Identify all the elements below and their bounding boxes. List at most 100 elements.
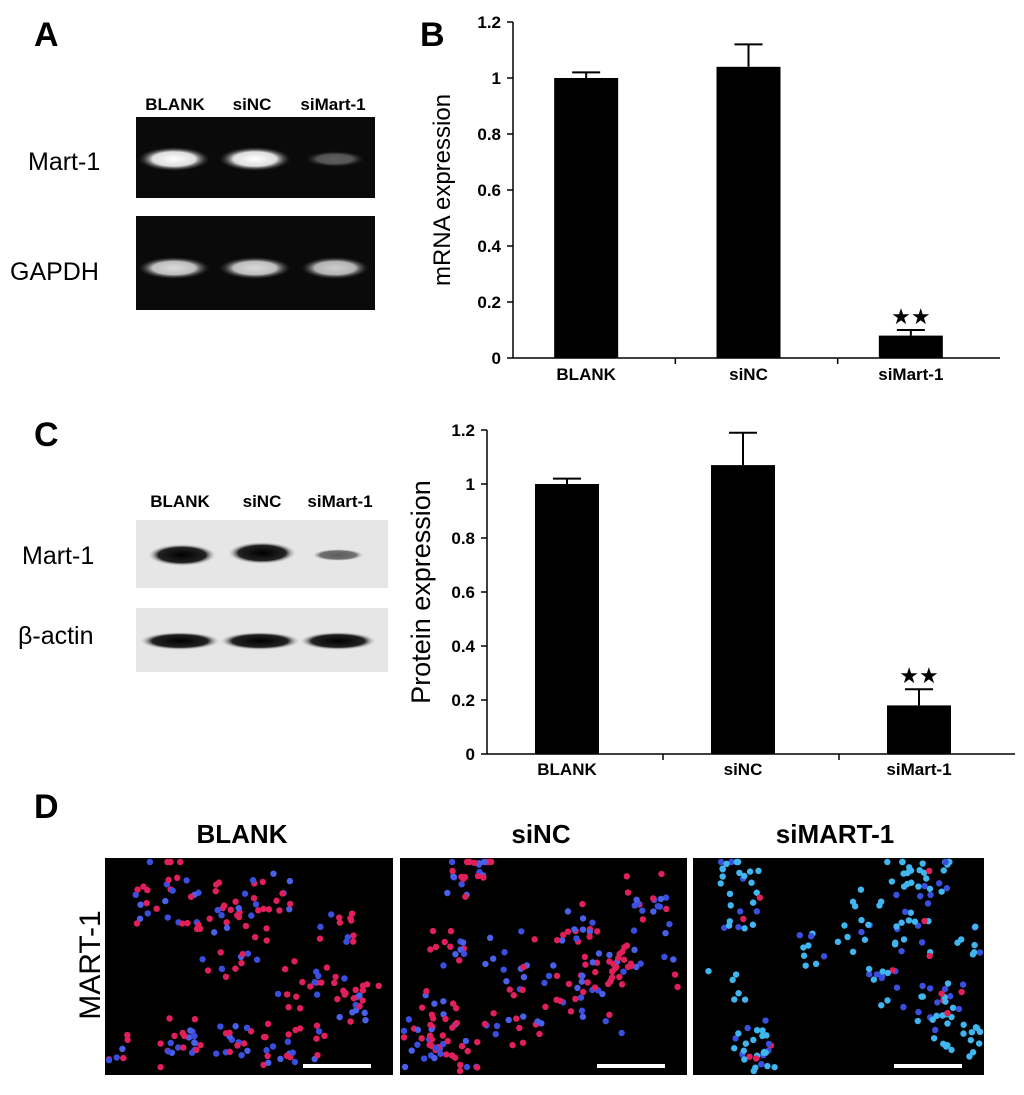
cell — [741, 872, 748, 880]
cell — [447, 943, 454, 950]
cell — [315, 1028, 323, 1035]
cell — [264, 1020, 272, 1028]
cell — [905, 917, 913, 924]
cell — [741, 1056, 748, 1063]
cell — [252, 901, 260, 908]
y-tick-label: 0.6 — [477, 181, 501, 200]
cell — [534, 1018, 541, 1025]
cell — [758, 1060, 765, 1068]
cell — [719, 866, 726, 873]
cell — [276, 907, 283, 914]
cell — [285, 1003, 292, 1011]
cell — [586, 933, 593, 940]
cell — [574, 984, 581, 992]
cell — [879, 968, 886, 975]
y-tick-label: 1 — [466, 475, 475, 494]
cell — [448, 858, 456, 866]
cell — [431, 1000, 438, 1007]
y-tick-label: 0.8 — [451, 529, 475, 548]
cell — [263, 925, 270, 932]
cell — [812, 960, 820, 968]
cell — [656, 903, 664, 910]
y-tick-label: 1.2 — [477, 13, 501, 32]
cell — [571, 926, 578, 933]
cell — [199, 956, 206, 963]
cell — [705, 967, 712, 975]
cell — [162, 897, 169, 905]
cell — [939, 1012, 946, 1019]
cell — [762, 1049, 769, 1056]
bar — [711, 465, 775, 754]
cell — [284, 1038, 292, 1045]
cell — [567, 1008, 575, 1015]
cell — [287, 900, 294, 908]
cell — [593, 928, 601, 935]
cell — [565, 980, 573, 988]
cell — [624, 963, 632, 971]
cell — [350, 932, 357, 939]
cell — [153, 905, 160, 912]
cell — [456, 957, 463, 964]
cell — [291, 958, 298, 965]
cell — [144, 910, 151, 917]
cell — [749, 921, 757, 928]
cell — [662, 894, 670, 901]
cell — [453, 1019, 461, 1027]
cell — [914, 1017, 921, 1025]
lane-label: BLANK — [150, 492, 210, 511]
cell — [922, 875, 930, 882]
cell — [359, 987, 367, 994]
cell — [807, 933, 815, 940]
cell — [418, 1004, 426, 1011]
cell — [750, 1067, 757, 1075]
cell — [482, 960, 489, 968]
cell — [137, 901, 144, 908]
cell — [317, 923, 324, 931]
cell — [606, 958, 613, 965]
cell — [356, 992, 363, 999]
cell — [726, 890, 734, 898]
cell — [414, 1041, 421, 1048]
cell — [942, 858, 949, 866]
cell — [893, 891, 900, 899]
x-tick-label: siNC — [724, 760, 763, 779]
bar — [878, 335, 943, 358]
cell — [343, 938, 350, 945]
cell — [746, 1053, 753, 1060]
cell — [181, 1032, 188, 1040]
cell — [509, 1041, 516, 1049]
cell — [187, 1027, 194, 1034]
y-tick-label: 1.2 — [451, 421, 475, 440]
cell — [935, 880, 943, 887]
cell — [451, 1054, 459, 1061]
cell — [602, 1017, 609, 1025]
cell — [518, 928, 525, 935]
cell — [157, 1040, 164, 1047]
cell — [728, 858, 735, 866]
cell — [439, 1032, 447, 1039]
cell — [440, 962, 447, 969]
x-tick-label: siMart-1 — [878, 365, 943, 384]
cell — [423, 988, 430, 995]
cell — [238, 959, 245, 967]
cell — [924, 900, 932, 907]
cell — [124, 1036, 131, 1044]
cell — [164, 914, 171, 921]
cell — [452, 1005, 460, 1012]
cell — [805, 942, 812, 949]
cell — [307, 983, 314, 990]
cell — [591, 984, 599, 991]
cell — [975, 1040, 983, 1047]
y-tick-label: 0 — [466, 745, 475, 764]
cell — [227, 906, 234, 914]
cell — [166, 1015, 173, 1022]
cell — [167, 1039, 174, 1047]
cell — [800, 952, 808, 959]
gel-band — [301, 257, 369, 279]
cell — [759, 1027, 766, 1034]
microscopy — [105, 858, 984, 1075]
cell — [490, 1010, 497, 1017]
cell — [480, 858, 488, 866]
cell — [311, 979, 318, 986]
cell — [927, 891, 934, 899]
